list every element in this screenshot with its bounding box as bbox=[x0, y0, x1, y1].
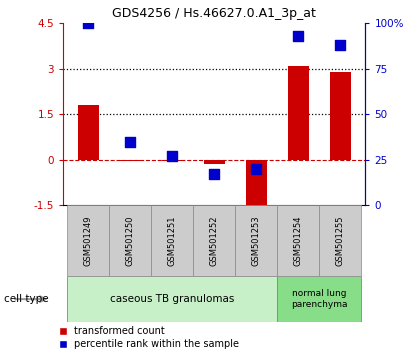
Text: cell type: cell type bbox=[4, 294, 49, 304]
Point bbox=[337, 42, 344, 48]
Bar bbox=[330, 72, 351, 160]
Bar bbox=[120, 160, 141, 161]
Point bbox=[211, 171, 218, 177]
Point bbox=[295, 33, 302, 39]
Point bbox=[253, 166, 260, 172]
Text: GSM501253: GSM501253 bbox=[252, 215, 261, 266]
Text: normal lung
parenchyma: normal lung parenchyma bbox=[291, 290, 347, 309]
Bar bbox=[204, 160, 225, 164]
FancyBboxPatch shape bbox=[67, 205, 109, 276]
Bar bbox=[288, 65, 309, 160]
FancyBboxPatch shape bbox=[277, 205, 319, 276]
FancyBboxPatch shape bbox=[193, 205, 235, 276]
FancyBboxPatch shape bbox=[319, 205, 361, 276]
Point bbox=[85, 20, 92, 26]
FancyBboxPatch shape bbox=[109, 205, 151, 276]
Text: GSM501250: GSM501250 bbox=[126, 216, 135, 266]
FancyBboxPatch shape bbox=[277, 276, 361, 322]
Bar bbox=[78, 105, 99, 160]
Text: GSM501254: GSM501254 bbox=[294, 216, 303, 266]
FancyBboxPatch shape bbox=[67, 276, 277, 322]
Text: GSM501255: GSM501255 bbox=[336, 216, 345, 266]
Bar bbox=[162, 160, 183, 161]
Point bbox=[127, 139, 134, 144]
Bar bbox=[246, 160, 267, 211]
Text: GSM501249: GSM501249 bbox=[84, 216, 93, 266]
FancyBboxPatch shape bbox=[151, 205, 193, 276]
Text: GSM501252: GSM501252 bbox=[210, 216, 219, 266]
Text: GSM501251: GSM501251 bbox=[168, 216, 177, 266]
FancyBboxPatch shape bbox=[235, 205, 277, 276]
Title: GDS4256 / Hs.46627.0.A1_3p_at: GDS4256 / Hs.46627.0.A1_3p_at bbox=[112, 7, 316, 21]
Text: caseous TB granulomas: caseous TB granulomas bbox=[110, 294, 234, 304]
Legend: transformed count, percentile rank within the sample: transformed count, percentile rank withi… bbox=[60, 326, 239, 349]
Point bbox=[169, 153, 176, 159]
